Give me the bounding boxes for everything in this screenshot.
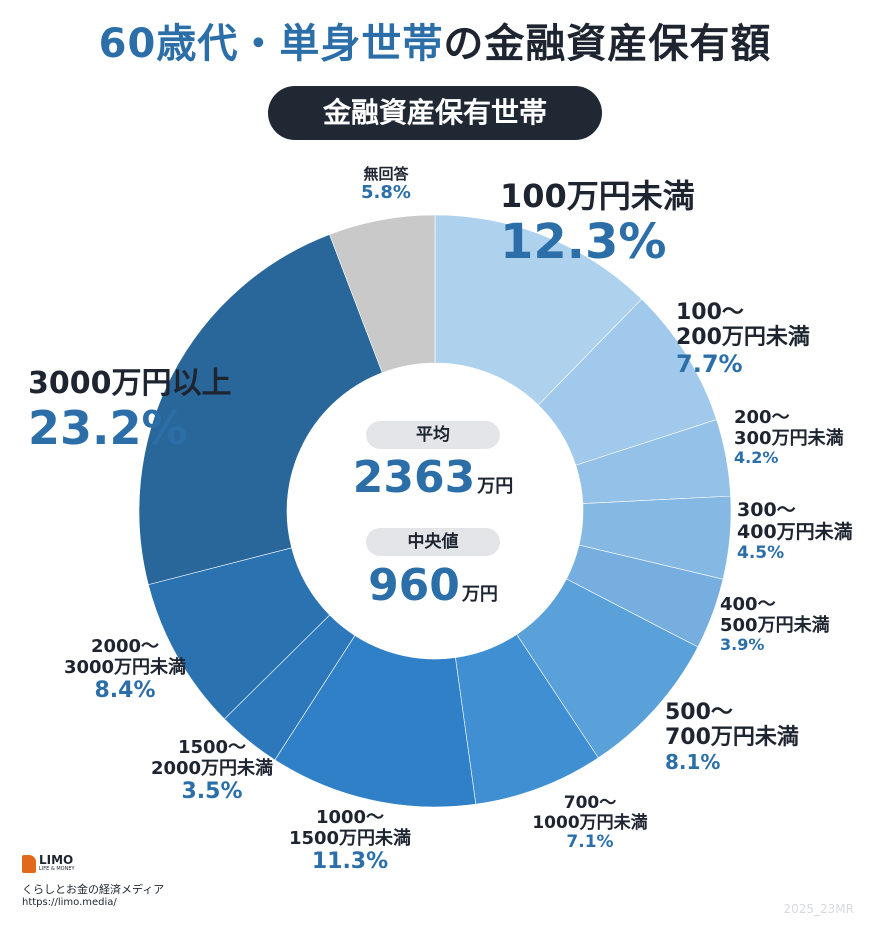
donut-hole	[287, 363, 583, 659]
slice-label-2: 200〜 300万円未満 4.2%	[734, 407, 844, 468]
slice-label-9: 2000〜 3000万円未満 8.4%	[40, 636, 210, 704]
median-value: 960	[368, 560, 460, 611]
slice-category-0: 100万円未満	[500, 177, 695, 215]
slice-label-0: 100万円未満 12.3%	[500, 178, 695, 270]
page-title: 60歳代・単身世帯の金融資産保有額	[0, 16, 870, 72]
slice-label-11: 無回答 5.8%	[326, 165, 446, 204]
logo-sub: LIFE & MONEY	[39, 866, 75, 872]
logo-name: LIMO	[39, 853, 74, 867]
footer-tagline: くらしとお金の経済メディア	[22, 883, 165, 896]
slice-category-7: 1500万円未満	[288, 827, 412, 849]
limo-logo-mark	[22, 855, 36, 873]
slice-category-5: 700万円未満	[665, 725, 799, 751]
title-rest: の金融資産保有額	[443, 21, 772, 67]
slice-category-6: 1000万円未満	[532, 812, 648, 833]
limo-logo-text: LIMO LIFE & MONEY	[39, 853, 75, 873]
slice-value-1: 7.7%	[676, 349, 743, 378]
slice-value-8: 3.5%	[181, 779, 243, 805]
slice-label-7: 1000〜 1500万円未満 11.3%	[250, 807, 450, 875]
slice-category-5: 500〜	[665, 700, 733, 725]
slice-value-3: 4.5%	[737, 542, 785, 563]
slice-value-7: 11.3%	[311, 849, 389, 875]
mean-value: 2363	[352, 452, 476, 503]
slice-category-1: 200万円未満	[676, 325, 810, 351]
slice-label-8: 1500〜 2000万円未満 3.5%	[112, 737, 312, 805]
slice-label-1: 100〜 200万円未満 7.7%	[676, 300, 810, 378]
slice-value-0: 12.3%	[500, 213, 667, 270]
slice-value-9: 8.4%	[94, 678, 156, 704]
slice-label-6: 700〜 1000万円未満 7.1%	[480, 793, 700, 853]
limo-logo: LIMO LIFE & MONEY	[22, 853, 75, 874]
slice-category-2: 200〜	[734, 407, 790, 428]
slice-category-11: 無回答	[363, 165, 409, 183]
slice-value-6: 7.1%	[566, 832, 614, 853]
slice-value-5: 8.1%	[665, 749, 721, 774]
slice-value-10: 23.2%	[28, 400, 188, 455]
slice-category-8: 2000万円未満	[150, 757, 274, 779]
mean-label: 平均	[366, 421, 500, 449]
slice-category-4: 500万円未満	[720, 614, 830, 636]
footer-code: 2025_23MR	[783, 902, 855, 916]
slice-category-9: 3000万円未満	[63, 656, 187, 678]
mean-value-block: 2363 万円	[330, 452, 536, 503]
title-accent: 60歳代・単身世帯	[98, 21, 444, 67]
slice-value-11: 5.8%	[361, 182, 411, 204]
slice-category-4: 400〜	[720, 594, 776, 615]
slice-category-9: 2000〜	[90, 636, 160, 657]
median-value-block: 960 万円	[330, 560, 536, 611]
slice-category-10: 3000万円以上	[28, 366, 232, 401]
slice-category-3: 300〜	[737, 499, 796, 521]
slice-label-5: 500〜 700万円未満 8.1%	[665, 700, 799, 774]
slice-category-6: 700〜	[563, 793, 617, 813]
slice-label-3: 300〜 400万円未満 4.5%	[737, 499, 853, 563]
footer-url: https://limo.media/	[22, 897, 117, 908]
subtitle-pill: 金融資産保有世帯	[268, 86, 602, 140]
median-label: 中央値	[366, 528, 500, 556]
slice-category-3: 400万円未満	[737, 520, 853, 543]
slice-category-2: 300万円未満	[734, 427, 844, 449]
slice-category-7: 1000〜	[315, 807, 385, 828]
slice-value-2: 4.2%	[734, 448, 779, 468]
slice-label-4: 400〜 500万円未満 3.9%	[720, 594, 830, 655]
slice-category-1: 100〜	[676, 300, 744, 325]
median-unit: 万円	[461, 584, 498, 605]
mean-unit: 万円	[477, 476, 514, 497]
slice-category-8: 1500〜	[177, 737, 247, 758]
slice-value-4: 3.9%	[720, 635, 765, 655]
slice-label-10: 3000万円以上 23.2%	[28, 366, 232, 455]
